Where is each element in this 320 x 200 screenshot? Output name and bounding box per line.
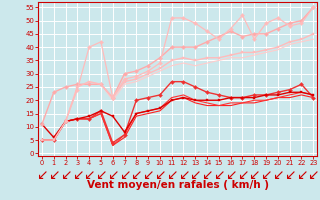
X-axis label: Vent moyen/en rafales ( km/h ): Vent moyen/en rafales ( km/h ) — [87, 180, 268, 190]
